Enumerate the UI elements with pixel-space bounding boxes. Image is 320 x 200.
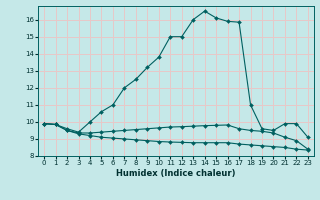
X-axis label: Humidex (Indice chaleur): Humidex (Indice chaleur) <box>116 169 236 178</box>
